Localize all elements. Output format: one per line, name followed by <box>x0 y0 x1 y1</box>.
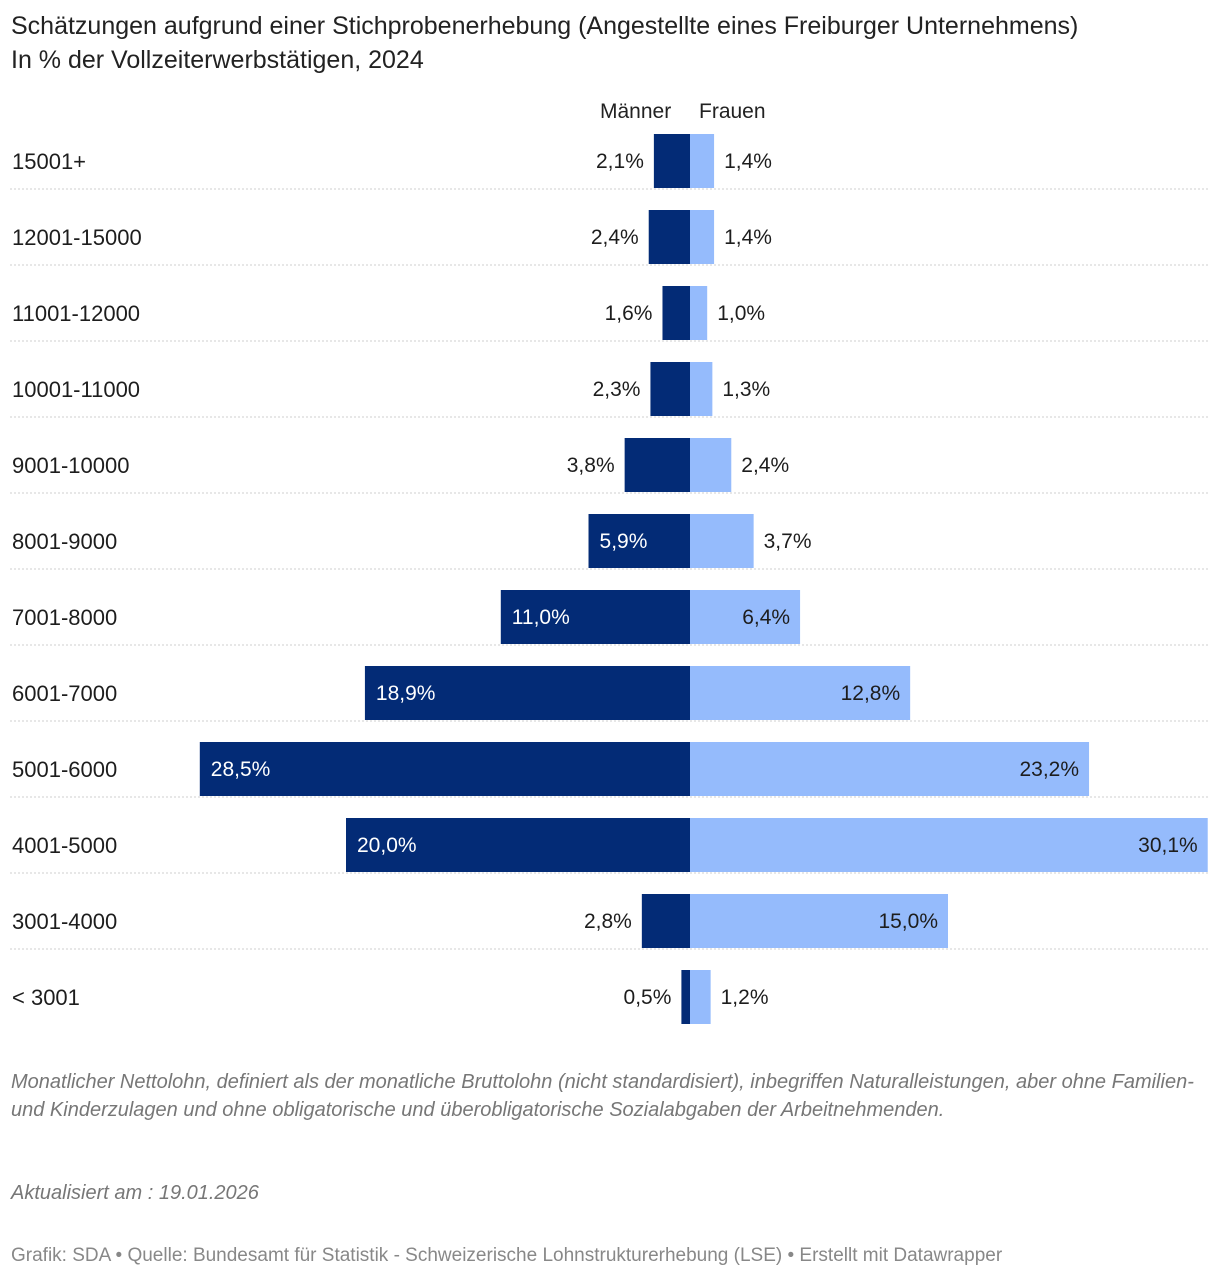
value-label-women: 3,7% <box>764 530 812 553</box>
diverging-bar-chart: 15001+ 2,1% 1,4% 12001-15000 2,4% 1,4% 11001-1… <box>10 134 1208 1024</box>
bar-men <box>199 742 691 796</box>
category-label: 12001-15000 <box>12 225 142 250</box>
category-label: 6001-7000 <box>12 681 117 706</box>
category-label: 4001-5000 <box>12 833 117 858</box>
bar-men <box>364 666 690 720</box>
chart-notes: Monatlicher Nettolohn, definiert als der… <box>11 1071 1194 1121</box>
value-label-men: 2,3% <box>593 378 641 401</box>
bar-women <box>690 210 715 264</box>
chart-credits: Grafik: SDA • Quelle: Bundesamt für Stat… <box>11 1245 1003 1266</box>
bar-women <box>690 818 1208 872</box>
value-label-men: 2,4% <box>591 226 639 249</box>
bar-women <box>690 134 715 188</box>
value-label-women: 15,0% <box>878 910 938 933</box>
category-label: 8001-9000 <box>12 529 117 554</box>
bar-women <box>690 666 911 720</box>
bar-men <box>624 438 690 492</box>
value-label-men: 2,1% <box>596 150 644 173</box>
value-label-men: 2,8% <box>584 910 632 933</box>
value-label-women: 30,1% <box>1138 834 1198 857</box>
legend-women: Frauen <box>699 100 766 123</box>
value-label-men: 28,5% <box>211 758 271 781</box>
value-label-men: 5,9% <box>600 530 648 553</box>
bar-men <box>346 818 690 872</box>
value-label-women: 1,4% <box>724 226 772 249</box>
value-label-men: 3,8% <box>567 454 615 477</box>
bar-men <box>662 286 690 340</box>
value-label-men: 1,6% <box>605 302 653 325</box>
legend-men: Männer <box>600 100 672 123</box>
bar-men <box>641 894 690 948</box>
bar-men <box>588 514 690 568</box>
chart-subtitle: In % der Vollzeiterwerbstätigen, 2024 <box>11 46 424 74</box>
value-label-women: 1,4% <box>724 150 772 173</box>
chart-title: Schätzungen aufgrund einer Stichprobener… <box>11 12 1079 40</box>
category-label: 7001-8000 <box>12 605 117 630</box>
bar-women <box>690 590 801 644</box>
value-label-women: 6,4% <box>742 606 790 629</box>
category-label: 3001-4000 <box>12 909 117 934</box>
value-label-women: 1,0% <box>717 302 765 325</box>
value-label-women: 2,4% <box>741 454 789 477</box>
bar-women <box>690 438 732 492</box>
updated-date: Aktualisiert am : 19.01.2026 <box>11 1182 259 1204</box>
bar-women <box>690 514 754 568</box>
value-label-men: 11,0% <box>512 606 570 629</box>
value-label-women: 23,2% <box>1019 758 1079 781</box>
value-label-men: 18,9% <box>376 682 436 705</box>
bar-women <box>690 894 948 948</box>
category-label: 10001-11000 <box>12 377 140 402</box>
value-label-women: 12,8% <box>841 682 901 705</box>
bar-men <box>648 210 690 264</box>
category-label: < 3001 <box>12 985 80 1010</box>
category-label: 9001-10000 <box>12 453 129 478</box>
value-label-women: 1,2% <box>721 986 769 1009</box>
bar-men <box>653 134 690 188</box>
bar-women <box>690 362 713 416</box>
category-label: 11001-12000 <box>12 301 140 326</box>
bar-women <box>690 286 708 340</box>
bar-men <box>681 970 690 1024</box>
category-label: 15001+ <box>12 149 86 174</box>
bar-men <box>500 590 690 644</box>
bar-men <box>650 362 690 416</box>
value-label-men: 0,5% <box>624 986 672 1009</box>
value-label-men: 20,0% <box>357 834 417 857</box>
bar-women <box>690 970 711 1024</box>
value-label-women: 1,3% <box>722 378 770 401</box>
category-label: 5001-6000 <box>12 757 117 782</box>
bar-women <box>690 742 1090 796</box>
